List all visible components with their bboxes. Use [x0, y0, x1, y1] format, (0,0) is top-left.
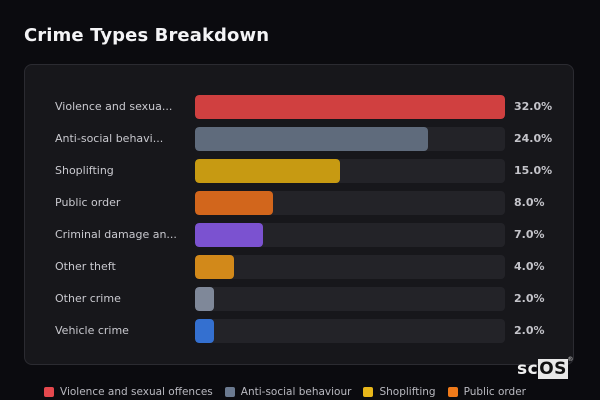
bar-fill	[195, 319, 215, 343]
bar-fill	[195, 159, 341, 183]
bar-label: Criminal damage an...	[55, 228, 177, 241]
bar-row: Public order 8.0%	[25, 191, 573, 215]
legend-label: Violence and sexual offences	[60, 386, 213, 398]
legend-swatch-icon	[447, 387, 458, 397]
logo-text: sc	[517, 359, 539, 379]
bar-value: 8.0%	[514, 196, 545, 209]
bar-fill	[195, 287, 215, 311]
bar-value: 2.0%	[514, 292, 545, 305]
bar-label: Vehicle crime	[55, 324, 129, 337]
bar-track	[195, 95, 505, 119]
bar-track	[195, 319, 505, 343]
registered-mark: ®	[567, 356, 574, 363]
chart-card: Violence and sexua... 32.0% Anti-social …	[24, 64, 574, 365]
bar-row: Other crime 2.0%	[25, 287, 573, 311]
bar-row: Shoplifting 15.0%	[25, 159, 573, 183]
legend-swatch-icon	[363, 387, 374, 397]
chart-title: Crime Types Breakdown	[24, 25, 270, 46]
bar-value: 2.0%	[514, 324, 545, 337]
bar-fill	[195, 127, 428, 151]
bar-value: 32.0%	[514, 100, 553, 113]
bar-label: Shoplifting	[55, 164, 114, 177]
bar-track	[195, 191, 505, 215]
bar-value: 15.0%	[514, 164, 553, 177]
legend-swatch-icon	[44, 387, 54, 397]
legend-item[interactable]: Shoplifting	[363, 386, 436, 398]
legend-label: Shoplifting	[379, 386, 436, 398]
bar-label: Violence and sexua...	[55, 100, 173, 113]
bar-fill	[195, 95, 505, 119]
bar-row: Anti-social behavi... 24.0%	[25, 127, 573, 151]
bar-row: Vehicle crime 2.0%	[25, 319, 573, 343]
bar-fill	[195, 223, 263, 247]
bar-track	[195, 255, 505, 279]
logo-boxed-text: OS	[538, 359, 568, 379]
chart-legend: Violence and sexual offences Anti-social…	[44, 386, 538, 398]
bar-fill	[195, 255, 234, 279]
bar-value: 4.0%	[514, 260, 545, 273]
scos-logo: scOS ®	[517, 356, 573, 379]
bar-track	[195, 127, 505, 151]
legend-label: Anti-social behaviour	[240, 386, 352, 398]
bar-row: Violence and sexua... 32.0%	[25, 95, 573, 119]
bar-track	[195, 223, 505, 247]
bar-label: Other crime	[55, 292, 121, 305]
bar-row: Other theft 4.0%	[25, 255, 573, 279]
bar-track	[195, 287, 505, 311]
legend-item[interactable]: Public order	[447, 386, 526, 398]
bar-fill	[195, 191, 273, 215]
legend-item[interactable]: Violence and sexual offences	[44, 386, 213, 398]
bar-value: 24.0%	[514, 132, 553, 145]
legend-label: Public order	[463, 386, 526, 398]
bar-label: Public order	[55, 196, 121, 209]
bar-value: 7.0%	[514, 228, 545, 241]
bar-track	[195, 159, 505, 183]
bar-label: Anti-social behavi...	[55, 132, 164, 145]
legend-swatch-icon	[224, 387, 235, 397]
bar-label: Other theft	[55, 260, 116, 273]
legend-item[interactable]: Anti-social behaviour	[224, 386, 352, 398]
bar-row: Criminal damage an... 7.0%	[25, 223, 573, 247]
